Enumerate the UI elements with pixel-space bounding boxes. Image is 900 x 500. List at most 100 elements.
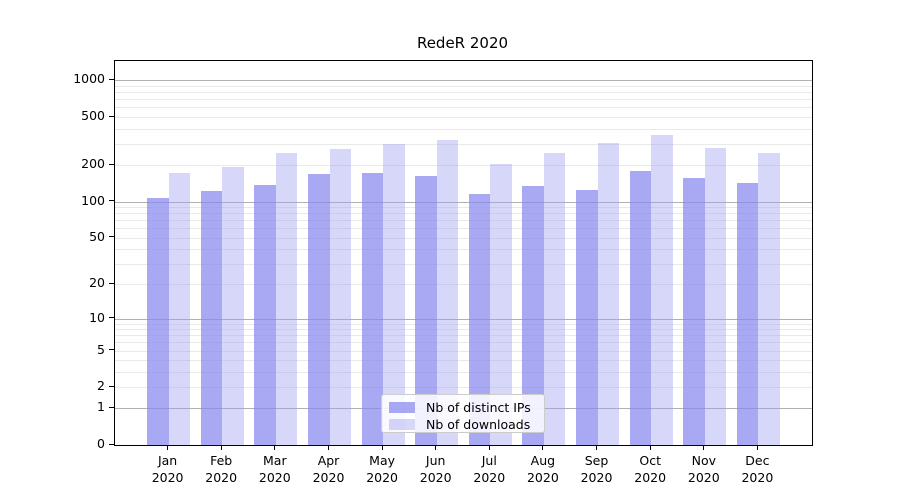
major-gridline — [115, 80, 812, 82]
x-tick-label: Jul 2020 — [457, 453, 521, 486]
major-gridline — [115, 318, 812, 320]
minor-gridline — [115, 228, 812, 230]
x-axis-tick — [596, 445, 597, 450]
legend-swatch — [389, 401, 415, 413]
bar-downloads-aug — [543, 152, 566, 445]
minor-gridline — [115, 213, 812, 215]
y-axis-tick — [109, 163, 114, 165]
x-tick-month: Aug — [530, 453, 556, 468]
bar-ips-apr — [308, 174, 330, 445]
x-tick-label: May 2020 — [350, 453, 414, 486]
y-axis-tick — [109, 282, 114, 284]
x-axis-tick — [488, 445, 490, 450]
minor-gridline — [115, 329, 812, 331]
minor-gridline — [115, 220, 812, 222]
x-tick-month: Dec — [745, 453, 770, 468]
minor-gridline — [115, 86, 812, 87]
bar-downloads-feb — [222, 167, 244, 445]
y-tick-label: 200 — [81, 156, 105, 172]
minor-gridline — [115, 360, 812, 362]
x-tick-month: Sep — [584, 453, 609, 468]
bar-downloads-nov — [704, 148, 727, 445]
y-tick-label: 50 — [89, 228, 105, 244]
x-axis-tick — [167, 445, 169, 450]
major-gridline — [115, 165, 812, 167]
y-tick-label: 100 — [81, 192, 105, 208]
x-tick-label: Jan 2020 — [136, 453, 200, 486]
x-axis-tick — [649, 445, 651, 450]
y-axis-tick — [109, 349, 114, 350]
minor-gridline — [115, 92, 812, 94]
minor-gridline — [115, 99, 812, 101]
y-tick-label: 1000 — [73, 71, 105, 87]
x-tick-year: 2020 — [687, 469, 720, 485]
x-tick-label: Aug 2020 — [511, 453, 575, 486]
legend-swatch — [389, 418, 415, 430]
x-axis-tick — [328, 445, 329, 450]
minor-gridline — [115, 371, 812, 373]
bar-ips-oct — [629, 170, 652, 445]
y-axis-tick — [109, 200, 114, 201]
x-tick-month: Nov — [691, 453, 716, 468]
minor-gridline — [115, 323, 812, 325]
bar-ips-jul — [468, 194, 491, 445]
y-axis-tick — [109, 317, 114, 318]
x-axis-tick — [274, 445, 276, 450]
x-axis-tick — [542, 445, 544, 450]
x-tick-month: May — [369, 453, 396, 468]
bar-ips-jan — [147, 197, 169, 445]
bar-downloads-jul — [490, 164, 512, 445]
major-gridline — [115, 284, 812, 286]
bar-downloads-mar — [275, 153, 298, 445]
y-tick-label: 0 — [97, 436, 105, 451]
minor-gridline — [115, 263, 812, 265]
y-axis-tick — [109, 78, 114, 80]
bar-downloads-jun — [436, 139, 459, 445]
bar-downloads-oct — [651, 135, 673, 445]
bar-ips-feb — [200, 190, 223, 445]
major-gridline — [115, 387, 812, 388]
x-tick-label: Nov 2020 — [672, 453, 736, 486]
major-gridline — [115, 117, 812, 118]
y-tick-label: 2 — [97, 378, 105, 393]
bar-downloads-may — [383, 144, 405, 445]
x-tick-year: 2020 — [580, 469, 613, 485]
x-axis-tick — [756, 445, 758, 450]
x-tick-year: 2020 — [258, 469, 291, 485]
x-tick-label: Mar 2020 — [243, 453, 307, 486]
x-tick-label: Oct 2020 — [618, 453, 682, 486]
legend-item: Nb of distinct IPs — [389, 399, 544, 415]
x-axis-tick — [703, 445, 705, 450]
x-tick-year: 2020 — [634, 469, 667, 485]
bar-downloads-sep — [597, 142, 619, 445]
x-tick-year: 2020 — [419, 469, 452, 485]
bar-ips-nov — [683, 178, 705, 445]
minor-gridline — [115, 107, 812, 109]
x-tick-month: Jan — [157, 453, 178, 468]
x-tick-year: 2020 — [205, 469, 238, 485]
legend-label: Nb of downloads — [426, 416, 531, 432]
plot-area — [114, 60, 813, 446]
x-tick-year: 2020 — [741, 469, 774, 485]
x-tick-year: 2020 — [473, 469, 506, 485]
major-gridline — [115, 350, 812, 352]
y-axis-tick — [109, 236, 114, 237]
bar-ips-dec — [736, 183, 759, 445]
y-tick-label: 20 — [89, 275, 105, 291]
minor-gridline — [115, 207, 812, 208]
y-axis-tick — [109, 406, 114, 408]
bar-ips-mar — [254, 185, 276, 445]
bar-downloads-dec — [758, 152, 780, 445]
x-tick-label: Apr 2020 — [297, 453, 361, 486]
x-tick-label: Sep 2020 — [565, 453, 629, 486]
x-tick-month: Apr — [317, 453, 340, 468]
y-tick-label: 500 — [81, 108, 105, 123]
bar-ips-sep — [576, 190, 598, 445]
x-tick-year: 2020 — [312, 469, 345, 485]
minor-gridline — [115, 143, 812, 145]
minor-gridline — [115, 335, 812, 337]
y-tick-label: 10 — [89, 309, 105, 325]
bar-ips-aug — [522, 186, 544, 445]
x-tick-year: 2020 — [151, 469, 184, 485]
minor-gridline — [115, 342, 812, 344]
